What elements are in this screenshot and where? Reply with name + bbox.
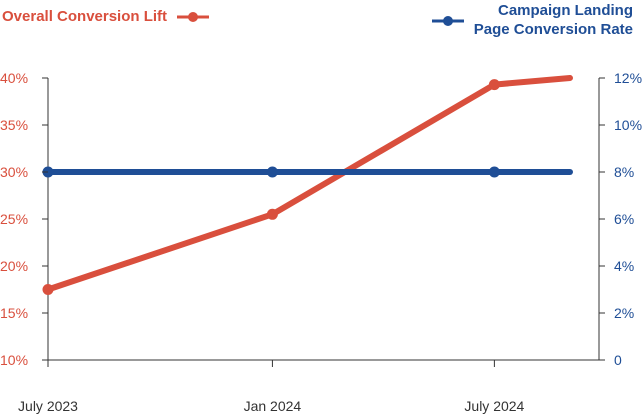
- chart-axes: [47, 78, 600, 361]
- left-axis-tick-label: 35%: [0, 117, 28, 133]
- series-point-0: [488, 79, 500, 91]
- left-axis-tick-label: 40%: [0, 70, 28, 86]
- series-point-1: [266, 166, 278, 178]
- series-point-0: [266, 208, 278, 220]
- left-axis-tick-label: 10%: [0, 352, 28, 368]
- legend-item-campaign-landing-page-conversion-rate: Campaign Landing Page Conversion Rate: [403, 2, 633, 40]
- chart-series-layer: [42, 75, 573, 295]
- series-point-0: [42, 284, 54, 295]
- right-axis-tick-label: 0: [614, 352, 622, 368]
- right-axis-tick-label: 8%: [614, 164, 634, 180]
- right-axis-tick-label: 4%: [614, 258, 634, 274]
- series-point-1: [488, 166, 500, 178]
- series-line-0: [45, 75, 573, 293]
- left-axis-tick-label: 30%: [0, 164, 28, 180]
- x-axis-tick-label: July 2023: [18, 398, 78, 414]
- right-axis-tick-label: 10%: [614, 117, 642, 133]
- legend-label-overall-conversion-lift: Overall Conversion Lift: [2, 8, 168, 25]
- right-axis-tick-label: 12%: [614, 70, 642, 86]
- right-axis-tick-label: 2%: [614, 305, 634, 321]
- x-axis-tick-label: Jan 2024: [244, 398, 302, 414]
- left-axis-tick-label: 25%: [0, 211, 28, 227]
- chart-tick-layer: 10% 15% 20% 25% 30% 35% 40% 0 2% 4% 6% 8% 10% 12% July…: [0, 70, 642, 414]
- right-axis-tick-label: 6%: [614, 211, 634, 227]
- left-axis-tick-label: 20%: [0, 258, 28, 274]
- legend-marker-blue-line-dot: [431, 15, 464, 26]
- x-axis-tick-label: July 2024: [464, 398, 524, 414]
- legend-marker-red-line-dot: [177, 12, 210, 23]
- legend-item-overall-conversion-lift: Overall Conversion Lift: [2, 8, 211, 27]
- left-axis-tick-label: 15%: [0, 305, 28, 321]
- legend-label-campaign-landing-page-conversion-rate: Campaign Landing Page Conversion Rate: [473, 2, 633, 38]
